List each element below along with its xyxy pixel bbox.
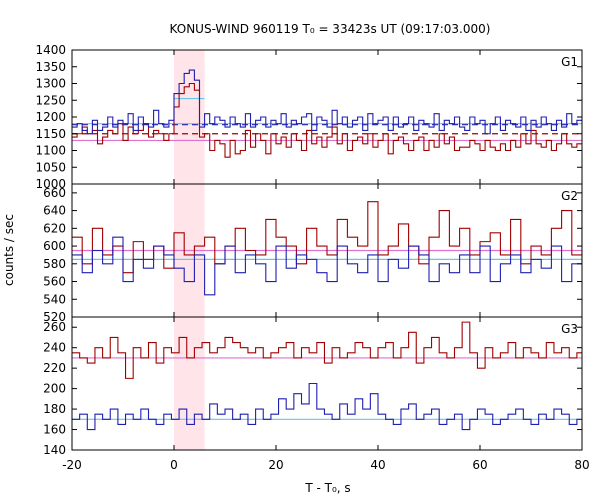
y-tick-label: 1150 — [35, 127, 66, 141]
y-tick-label: 1350 — [35, 60, 66, 74]
panel-label: G1 — [561, 55, 578, 69]
y-tick-label: 160 — [43, 423, 66, 437]
y-tick-label: 240 — [43, 341, 66, 355]
y-tick-label: 1050 — [35, 160, 66, 174]
series-dark-red — [72, 82, 582, 158]
series-blue — [72, 69, 582, 135]
x-axis-label: T - T₀, s — [304, 481, 350, 495]
panel-frame — [71, 49, 583, 185]
panel-g2: 520 540 560 580 600 620 640 660 G2 — [43, 183, 583, 324]
y-tick-label: 200 — [43, 382, 66, 396]
y-tick-label: 520 — [43, 310, 66, 324]
y-tick-label: 660 — [43, 186, 66, 200]
series-dark-red — [72, 201, 582, 274]
y-tick-label: 560 — [43, 275, 66, 289]
series-blue — [72, 382, 582, 431]
y-tick-label: 1400 — [35, 43, 66, 57]
x-tick-label: 60 — [472, 458, 487, 472]
series-blue — [72, 236, 582, 296]
x-tick-label: 80 — [574, 458, 589, 472]
panel-g1: 1000 1050 1100 1150 1200 1250 1300 1350 1400 G1 — [35, 43, 583, 191]
y-tick-label: 1250 — [35, 93, 66, 107]
y-tick-label: 580 — [43, 257, 66, 271]
series-dark-red — [72, 321, 582, 379]
y-tick-label: 620 — [43, 221, 66, 235]
x-tick-label: 40 — [370, 458, 385, 472]
x-tick-label: 20 — [268, 458, 283, 472]
panel-g3: 140 160 180 200 220 240 260 G3 — [43, 316, 583, 457]
y-tick-label: 600 — [43, 239, 66, 253]
panel-frame — [71, 316, 583, 451]
y-axis-label: counts / sec — [2, 214, 16, 286]
chart-title: KONUS-WIND 960119 T₀ = 33423s UT (09:17:… — [170, 22, 491, 36]
y-tick-label: 1300 — [35, 77, 66, 91]
y-tick-label: 220 — [43, 361, 66, 375]
y-tick-label: 180 — [43, 402, 66, 416]
y-tick-label: 1100 — [35, 144, 66, 158]
y-tick-label: 640 — [43, 204, 66, 218]
y-tick-label: 1000 — [35, 177, 66, 191]
panel-label: G2 — [561, 189, 578, 203]
chart-panels: 100010501100115012001250130013501400G152… — [35, 43, 589, 472]
y-tick-label: 540 — [43, 292, 66, 306]
panel-label: G3 — [561, 322, 578, 336]
y-tick-label: 260 — [43, 320, 66, 334]
x-tick-label: -20 — [62, 458, 82, 472]
x-tick-label: 0 — [170, 458, 178, 472]
y-tick-label: 140 — [43, 443, 66, 457]
y-tick-label: 1200 — [35, 110, 66, 124]
